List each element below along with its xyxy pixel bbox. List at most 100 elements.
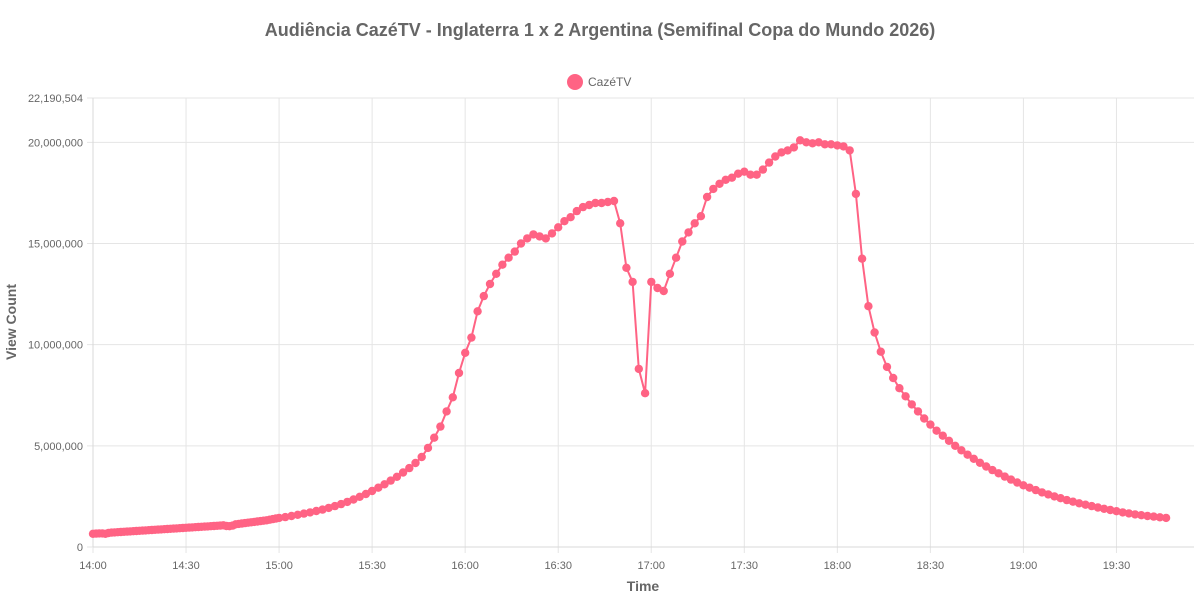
data-point[interactable]: [461, 348, 470, 357]
data-point[interactable]: [889, 373, 898, 383]
data-point[interactable]: [920, 414, 929, 423]
data-point[interactable]: [932, 426, 941, 435]
data-point[interactable]: [709, 184, 718, 194]
data-point[interactable]: [591, 198, 600, 208]
data-point[interactable]: [634, 364, 643, 374]
data-point[interactable]: [727, 173, 737, 182]
data-point[interactable]: [1130, 510, 1140, 519]
data-point[interactable]: [820, 140, 830, 149]
data-point[interactable]: [374, 483, 383, 492]
data-point[interactable]: [616, 219, 625, 228]
data-point[interactable]: [833, 141, 842, 150]
data-point[interactable]: [913, 407, 923, 416]
data-point[interactable]: [684, 228, 693, 237]
data-point[interactable]: [1161, 513, 1171, 523]
data-point[interactable]: [938, 431, 947, 440]
data-point[interactable]: [547, 229, 557, 238]
data-point[interactable]: [988, 465, 997, 475]
data-point[interactable]: [839, 142, 848, 151]
data-point[interactable]: [951, 441, 960, 450]
data-point[interactable]: [566, 213, 575, 222]
data-point[interactable]: [746, 170, 755, 179]
data-point[interactable]: [479, 291, 488, 301]
data-point[interactable]: [398, 468, 408, 477]
data-point[interactable]: [845, 146, 854, 155]
data-point[interactable]: [851, 189, 861, 199]
data-point[interactable]: [764, 158, 774, 167]
data-point[interactable]: [975, 458, 985, 467]
data-point[interactable]: [609, 196, 619, 206]
data-point[interactable]: [702, 192, 712, 202]
data-point[interactable]: [665, 269, 675, 278]
data-point[interactable]: [473, 307, 482, 316]
data-point[interactable]: [678, 237, 687, 246]
data-point[interactable]: [994, 469, 1003, 478]
data-point[interactable]: [944, 436, 954, 445]
legend[interactable]: CazéTV: [567, 74, 631, 90]
data-point[interactable]: [572, 206, 581, 216]
data-point[interactable]: [690, 219, 699, 228]
data-point[interactable]: [560, 217, 569, 226]
data-point[interactable]: [1137, 511, 1146, 520]
data-point[interactable]: [969, 454, 978, 463]
data-point[interactable]: [870, 328, 879, 337]
data-point[interactable]: [963, 450, 972, 459]
data-point[interactable]: [1155, 513, 1165, 522]
data-point[interactable]: [957, 446, 966, 455]
data-point[interactable]: [392, 472, 402, 481]
data-point[interactable]: [826, 140, 836, 149]
data-point[interactable]: [696, 212, 706, 221]
data-point[interactable]: [758, 165, 768, 174]
data-point[interactable]: [857, 254, 867, 263]
data-point[interactable]: [789, 143, 799, 152]
data-point[interactable]: [485, 279, 495, 289]
data-point[interactable]: [622, 263, 631, 272]
data-point[interactable]: [448, 393, 457, 402]
data-point[interactable]: [659, 286, 668, 296]
data-point[interactable]: [516, 239, 526, 248]
data-point[interactable]: [523, 234, 532, 243]
data-point[interactable]: [442, 407, 451, 416]
data-point[interactable]: [1118, 508, 1127, 517]
data-point[interactable]: [752, 170, 761, 179]
data-point[interactable]: [436, 422, 445, 431]
data-point[interactable]: [274, 513, 284, 523]
data-point[interactable]: [640, 389, 650, 398]
data-point[interactable]: [982, 462, 991, 471]
data-point[interactable]: [554, 223, 563, 232]
data-point[interactable]: [405, 463, 414, 473]
data-point[interactable]: [882, 362, 892, 372]
data-point[interactable]: [715, 179, 724, 188]
data-point[interactable]: [541, 234, 550, 243]
data-point[interactable]: [771, 152, 780, 161]
data-point[interactable]: [504, 253, 513, 262]
data-point[interactable]: [647, 277, 656, 287]
data-point[interactable]: [411, 458, 420, 468]
data-point[interactable]: [876, 347, 885, 356]
data-point[interactable]: [895, 384, 904, 393]
data-point[interactable]: [1149, 512, 1158, 521]
data-point[interactable]: [802, 138, 811, 147]
data-point[interactable]: [901, 392, 910, 401]
data-point[interactable]: [492, 269, 501, 278]
data-point[interactable]: [628, 277, 637, 287]
data-point[interactable]: [281, 512, 290, 522]
data-point[interactable]: [864, 302, 873, 311]
data-point[interactable]: [926, 420, 935, 429]
data-point[interactable]: [510, 247, 519, 256]
data-point[interactable]: [603, 197, 612, 207]
data-point[interactable]: [808, 139, 817, 148]
data-point[interactable]: [1124, 509, 1134, 518]
data-point[interactable]: [467, 333, 476, 342]
data-point[interactable]: [671, 253, 681, 262]
data-point[interactable]: [367, 486, 377, 496]
data-point[interactable]: [454, 368, 464, 378]
data-point[interactable]: [1075, 499, 1084, 508]
data-point[interactable]: [386, 476, 395, 485]
data-point[interactable]: [380, 480, 389, 489]
data-point[interactable]: [417, 452, 426, 462]
data-point[interactable]: [423, 443, 433, 453]
data-point[interactable]: [1143, 511, 1152, 521]
data-point[interactable]: [597, 198, 606, 208]
data-point[interactable]: [498, 260, 507, 269]
